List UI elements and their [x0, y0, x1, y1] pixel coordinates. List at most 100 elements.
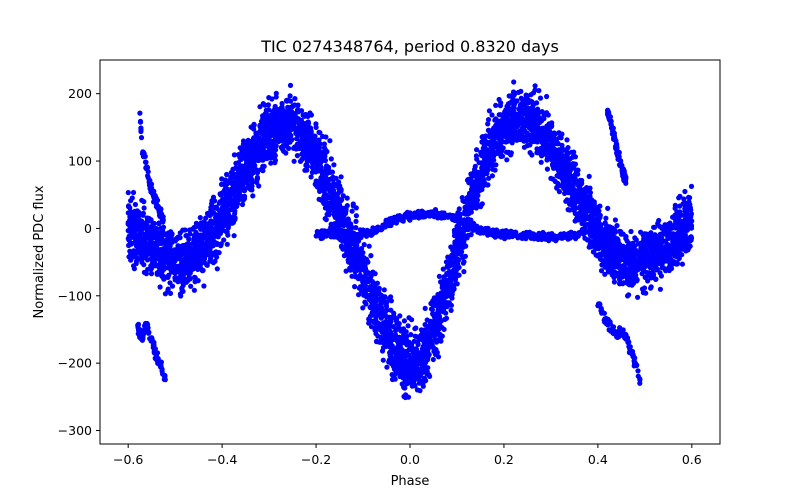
data-point — [657, 286, 664, 292]
data-point — [321, 200, 327, 206]
data-point — [520, 124, 526, 130]
data-point — [357, 275, 363, 281]
data-point — [423, 359, 429, 366]
data-point — [266, 95, 272, 101]
data-point — [126, 203, 132, 209]
data-point — [416, 380, 422, 386]
data-point — [284, 98, 290, 104]
data-point — [369, 278, 375, 285]
data-point — [486, 108, 492, 114]
data-point — [575, 212, 581, 218]
data-point — [203, 215, 209, 221]
data-point — [493, 162, 499, 168]
data-point — [133, 240, 139, 246]
data-point — [273, 90, 279, 96]
data-point — [321, 141, 327, 147]
data-point — [260, 163, 266, 169]
data-point — [308, 112, 314, 118]
data-point — [516, 106, 522, 112]
data-point — [572, 153, 578, 159]
data-point — [130, 189, 137, 196]
data-point — [655, 234, 661, 240]
data-point — [260, 113, 266, 119]
data-point — [367, 274, 374, 281]
data-point — [617, 228, 623, 234]
data-point — [397, 313, 403, 319]
data-point — [375, 333, 381, 339]
data-point — [460, 260, 466, 266]
data-point — [254, 170, 261, 176]
data-point — [534, 146, 540, 152]
data-point — [125, 190, 131, 196]
data-point — [666, 232, 673, 239]
data-point — [564, 149, 570, 155]
data-point — [544, 93, 550, 100]
data-point — [177, 230, 183, 236]
data-point — [149, 262, 155, 268]
data-point — [639, 271, 645, 277]
data-point — [184, 259, 190, 266]
data-point — [636, 265, 642, 271]
data-point — [294, 136, 300, 142]
data-point — [279, 100, 285, 107]
data-point — [345, 247, 351, 253]
data-point — [413, 325, 419, 331]
data-point — [509, 115, 516, 121]
data-point — [292, 96, 298, 102]
data-point — [291, 122, 297, 129]
data-point — [482, 153, 488, 159]
data-point — [177, 269, 183, 275]
data-point — [461, 269, 467, 275]
data-point — [239, 150, 245, 156]
data-point — [186, 236, 192, 242]
data-point — [479, 186, 485, 193]
data-point — [623, 270, 629, 276]
data-point — [517, 136, 523, 143]
data-point — [531, 135, 537, 141]
data-point — [485, 167, 491, 173]
data-point — [688, 234, 694, 240]
data-point — [406, 352, 412, 358]
data-point — [477, 172, 483, 178]
data-point — [456, 227, 462, 233]
data-point — [135, 218, 141, 224]
data-point — [160, 266, 166, 272]
data-point — [556, 130, 562, 136]
data-point — [225, 232, 231, 238]
data-point — [274, 127, 280, 133]
data-point — [530, 90, 537, 96]
data-point — [581, 226, 587, 232]
data-point — [140, 210, 146, 216]
data-point — [681, 245, 687, 251]
data-point — [617, 279, 623, 286]
data-point — [279, 112, 285, 118]
data-point — [464, 206, 470, 212]
data-point — [475, 192, 481, 199]
data-point — [131, 263, 137, 269]
data-point — [612, 234, 618, 240]
data-point — [611, 251, 617, 258]
data-point — [662, 238, 668, 244]
data-point — [224, 181, 230, 187]
data-point — [523, 94, 530, 100]
data-point — [621, 263, 627, 269]
data-point — [139, 197, 145, 203]
data-point — [492, 167, 498, 173]
data-point — [352, 284, 358, 290]
data-point — [272, 160, 278, 166]
data-point — [330, 207, 336, 214]
data-point — [603, 257, 609, 263]
data-point — [583, 188, 590, 194]
data-point — [493, 102, 499, 108]
data-point — [677, 226, 683, 232]
data-point — [472, 163, 478, 169]
data-point — [224, 214, 230, 220]
data-point — [496, 112, 502, 118]
data-point — [218, 217, 224, 224]
data-point — [503, 117, 509, 123]
data-point — [316, 196, 322, 202]
data-point — [353, 213, 359, 219]
data-point — [410, 378, 416, 384]
data-point — [167, 259, 173, 265]
data-point — [327, 138, 333, 144]
